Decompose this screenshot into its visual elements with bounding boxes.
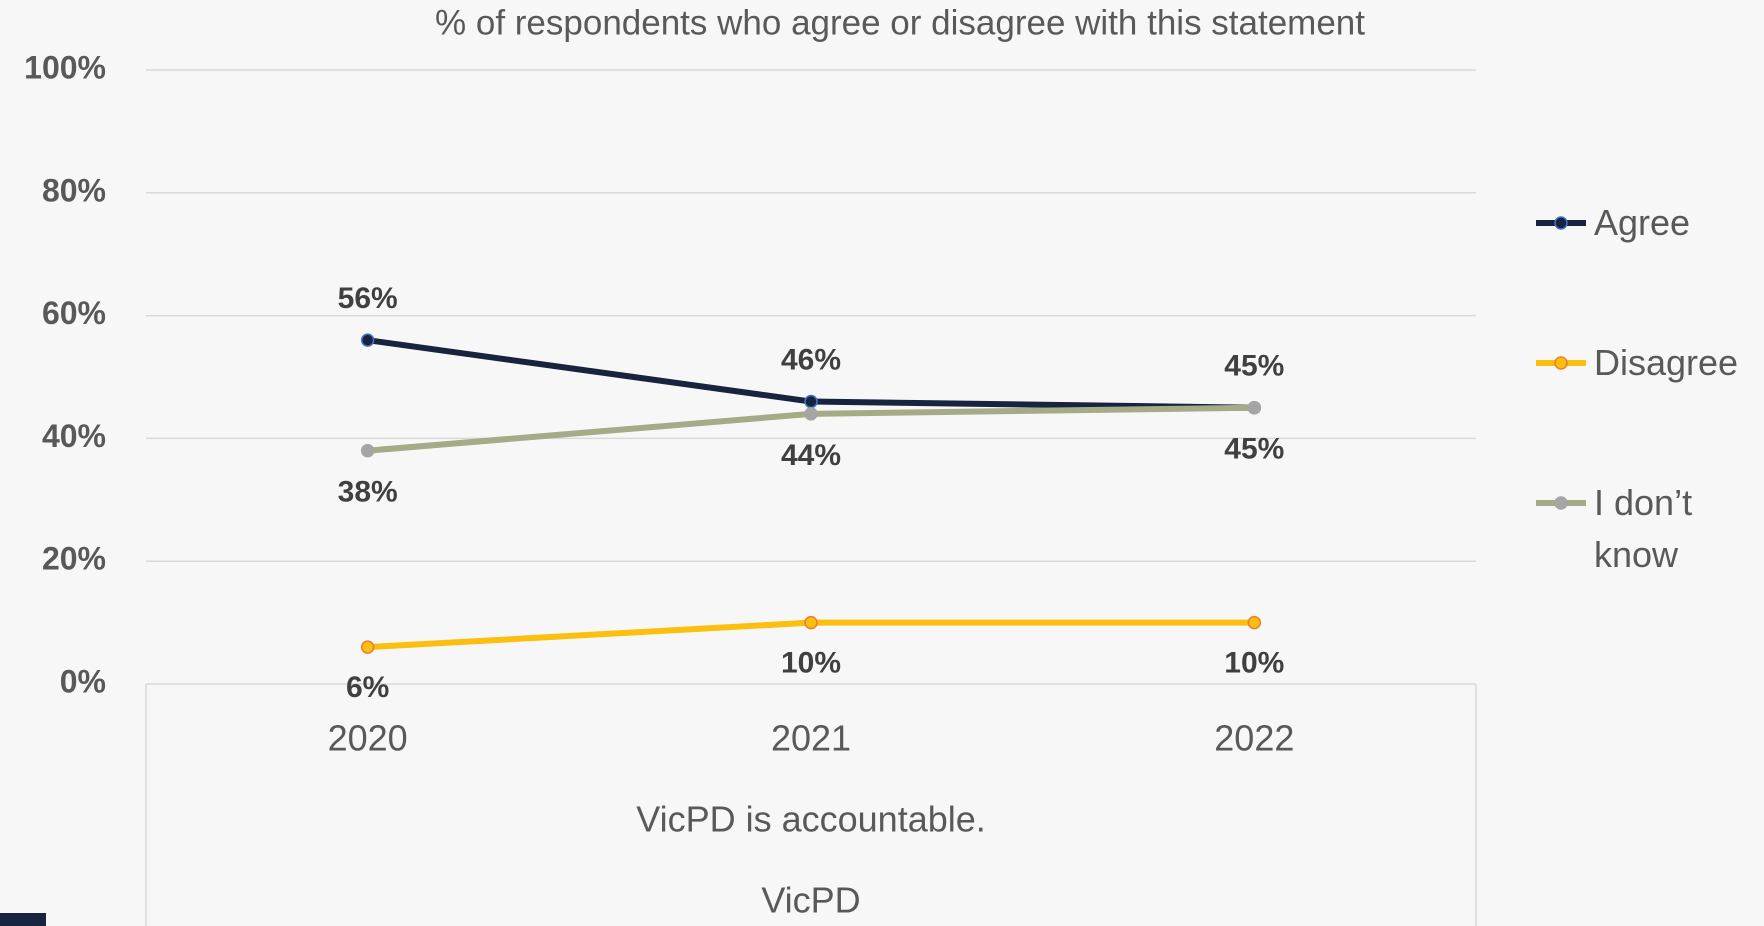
data-label: 6% bbox=[346, 671, 389, 704]
data-label: 10% bbox=[781, 647, 841, 680]
data-label: 56% bbox=[338, 282, 398, 315]
data-point bbox=[804, 407, 818, 421]
data-label: 45% bbox=[1224, 350, 1284, 383]
data-label: 38% bbox=[338, 476, 398, 509]
y-tick-label: 80% bbox=[42, 172, 106, 208]
legend-label: Agree bbox=[1594, 202, 1691, 243]
legend-label: I don’t know bbox=[1594, 482, 1693, 575]
data-label: 45% bbox=[1224, 433, 1284, 466]
y-tick-label: 60% bbox=[42, 295, 106, 331]
data-point bbox=[1247, 400, 1262, 415]
x-tick-label: 2020 bbox=[328, 718, 408, 759]
data-point bbox=[360, 640, 375, 654]
data-point bbox=[804, 615, 818, 630]
x-axis-title-2: VicPD bbox=[761, 880, 860, 921]
x-tick-label: 2022 bbox=[1214, 718, 1294, 759]
x-axis-title: VicPD is accountable. bbox=[636, 799, 986, 840]
data-label: 10% bbox=[1224, 647, 1284, 680]
x-tick-label: 2021 bbox=[771, 718, 851, 759]
legend-marker bbox=[1554, 496, 1568, 510]
y-tick-label: 100% bbox=[24, 49, 106, 85]
data-point bbox=[804, 394, 818, 409]
data-label: 44% bbox=[781, 439, 841, 472]
data-point bbox=[1247, 615, 1262, 630]
data-point bbox=[360, 443, 375, 458]
data-point bbox=[360, 333, 375, 347]
corner-badge bbox=[0, 913, 46, 926]
y-tick-label: 20% bbox=[42, 541, 106, 577]
legend-label: Disagree bbox=[1594, 342, 1739, 383]
chart-title: % of respondents who agree or disagree w… bbox=[435, 3, 1365, 42]
legend-marker bbox=[1554, 216, 1568, 230]
y-tick-label: 0% bbox=[60, 663, 106, 699]
y-tick-label: 40% bbox=[42, 418, 106, 454]
legend-marker bbox=[1554, 356, 1568, 370]
data-label: 46% bbox=[781, 343, 841, 376]
